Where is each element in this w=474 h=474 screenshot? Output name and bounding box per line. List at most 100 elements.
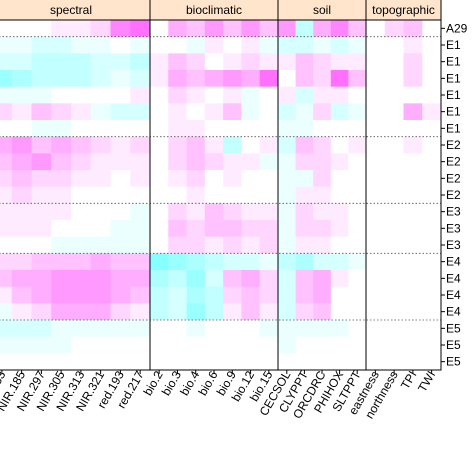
heatmap-cell (168, 103, 188, 121)
heatmap-cell (90, 53, 112, 71)
heatmap-cell (31, 303, 52, 321)
heatmap-cell (241, 270, 261, 288)
heatmap-cell (313, 270, 332, 288)
heatmap-cell (403, 336, 423, 354)
heatmap-cell (330, 136, 349, 154)
y-tick-label: E1 (446, 38, 461, 52)
heatmap-cell (110, 270, 131, 288)
heatmap-cell (0, 203, 13, 221)
heatmap-cell (204, 270, 224, 288)
heatmap-cell (384, 203, 405, 221)
heatmap-cell (278, 136, 297, 154)
heatmap-cell (259, 253, 279, 271)
heatmap-cell (11, 136, 33, 154)
heatmap-cell (51, 103, 72, 121)
y-tick-label: E1 (446, 55, 461, 69)
y-tick-label: E4 (446, 305, 461, 319)
heatmap-cell (204, 70, 224, 88)
heatmap-cell (223, 186, 243, 204)
heatmap-cell (330, 336, 349, 354)
heatmap-cell (11, 303, 33, 321)
heatmap-cell (348, 186, 367, 204)
heatmap-cell (11, 20, 33, 38)
heatmap-cell (403, 86, 423, 104)
heatmap-cell (366, 320, 386, 338)
heatmap-cell (403, 170, 423, 188)
heatmap-cell (384, 20, 405, 38)
heatmap-cell (422, 353, 442, 371)
heatmap-cell (259, 86, 279, 104)
heatmap-cell (278, 270, 297, 288)
heatmap-cell (330, 353, 349, 371)
heatmap-cell (110, 170, 131, 188)
heatmap-cell (51, 20, 72, 38)
heatmap-cell (422, 320, 442, 338)
y-tick-label: E2 (446, 138, 461, 152)
heatmap-cell (330, 253, 349, 271)
heatmap-cell (348, 36, 367, 54)
heatmap-cell (51, 86, 72, 104)
heatmap-cell (295, 153, 314, 171)
heatmap-cell (259, 153, 279, 171)
heatmap-cell (186, 353, 206, 371)
heatmap-cell (71, 303, 92, 321)
heatmap-cell (186, 86, 206, 104)
heatmap-cell (366, 20, 386, 38)
heatmap-cell (168, 236, 188, 254)
heatmap-cell (204, 320, 224, 338)
heatmap-cell (223, 153, 243, 171)
heatmap-cell (403, 120, 423, 138)
heatmap-cell (330, 103, 349, 121)
heatmap-cell (31, 86, 52, 104)
heatmap-cell (168, 320, 188, 338)
heatmap-cell (348, 53, 367, 71)
heatmap-cell (384, 236, 405, 254)
heatmap-cell (168, 186, 188, 204)
x-tick-label: TWI (415, 369, 438, 395)
heatmap-cell (330, 153, 349, 171)
heatmap-cell (330, 220, 349, 238)
heatmap-cell (295, 320, 314, 338)
heatmap-cell (31, 336, 52, 354)
heatmap-cell (0, 236, 13, 254)
heatmap-cell (150, 70, 169, 88)
heatmap-cell (186, 20, 206, 38)
heatmap-cell (150, 253, 169, 271)
heatmap-cell (223, 36, 243, 54)
heatmap-cell (110, 153, 131, 171)
heatmap-cell (0, 186, 13, 204)
heatmap-cell (186, 170, 206, 188)
heatmap-cell (278, 303, 297, 321)
heatmap-cell (110, 220, 131, 238)
heatmap-cell (204, 36, 224, 54)
heatmap-cell (259, 203, 279, 221)
heatmap-cell (204, 170, 224, 188)
heatmap-cell (0, 303, 13, 321)
heatmap-cell (259, 120, 279, 138)
heatmap-cell (330, 86, 349, 104)
heatmap-cell (110, 103, 131, 121)
heatmap-cell (366, 220, 386, 238)
heatmap-cell (295, 136, 314, 154)
y-tick-label: A29 (446, 21, 468, 35)
heatmap-cell (204, 153, 224, 171)
heatmap-cell (31, 153, 52, 171)
heatmap-cell (0, 136, 13, 154)
heatmap-cell (223, 70, 243, 88)
heatmap-cell (31, 170, 52, 188)
heatmap-cell (186, 286, 206, 304)
heatmap-cell (11, 203, 33, 221)
heatmap-cell (422, 253, 442, 271)
heatmap-cell (403, 303, 423, 321)
y-tick-label: E1 (446, 71, 461, 85)
heatmap-cell (403, 220, 423, 238)
heatmap-cell (71, 136, 92, 154)
heatmap-cell (330, 286, 349, 304)
heatmap-cell (11, 270, 33, 288)
heatmap-cell (241, 103, 261, 121)
y-tick-label: E1 (446, 88, 461, 102)
heatmap-cell (90, 136, 112, 154)
heatmap-cell (348, 170, 367, 188)
panel-strips: spectral bioclimatic soil topographic (0, 0, 442, 21)
heatmap-cell (150, 20, 169, 38)
